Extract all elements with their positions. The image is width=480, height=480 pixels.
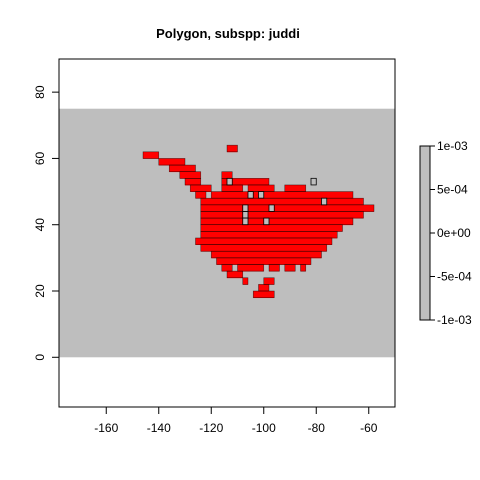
range-cell-run bbox=[263, 277, 275, 285]
range-cell-run bbox=[200, 231, 338, 239]
range-cell-run bbox=[216, 257, 311, 265]
range-cell-outline bbox=[142, 151, 160, 159]
range-cell-run bbox=[195, 191, 206, 199]
colorbar: 1e-03 5e-04 0e+00 -5e-04 -1e-03 bbox=[419, 139, 472, 327]
x-tick-label: -140 bbox=[147, 421, 171, 435]
range-hole bbox=[263, 217, 270, 226]
range-cell-run bbox=[221, 171, 233, 179]
y-tick-label: 20 bbox=[33, 284, 47, 298]
range-cell-run bbox=[284, 264, 296, 272]
range-cell-run bbox=[227, 145, 238, 153]
range-hole bbox=[226, 177, 233, 186]
range-cell-run bbox=[190, 184, 212, 192]
range-cell-run bbox=[200, 204, 374, 212]
range-cell-run bbox=[200, 218, 353, 226]
range-cell-run bbox=[242, 277, 248, 285]
range-cell-run bbox=[211, 251, 322, 259]
x-tick-label: -160 bbox=[94, 421, 118, 435]
range-cell-run bbox=[200, 211, 364, 219]
range-hole bbox=[321, 197, 328, 206]
colorbar-tick-label: 0e+00 bbox=[437, 226, 471, 240]
range-cell-run bbox=[221, 264, 233, 272]
y-tick-label: 60 bbox=[33, 151, 47, 165]
range-cell-run bbox=[185, 178, 201, 186]
range-hole bbox=[247, 191, 254, 199]
range-cell-run bbox=[248, 184, 275, 192]
range-hole bbox=[242, 217, 249, 226]
range-cell-run bbox=[221, 184, 243, 192]
range-cell-run bbox=[169, 165, 196, 173]
range-hole bbox=[268, 204, 275, 212]
range-cell-run bbox=[269, 264, 280, 272]
range-cell-run bbox=[200, 244, 327, 252]
range-cell-outline bbox=[242, 277, 249, 285]
range-hole bbox=[310, 177, 317, 186]
range-cell-run bbox=[258, 284, 269, 292]
range-cell-run bbox=[195, 237, 332, 245]
colorbar-tick-label: -1e-03 bbox=[437, 313, 472, 327]
range-cell-run bbox=[143, 151, 159, 159]
range-cell-run bbox=[221, 178, 269, 186]
x-tick-label: -60 bbox=[360, 421, 378, 435]
range-cell-run bbox=[211, 191, 353, 199]
range-cell-outline bbox=[252, 290, 275, 298]
y-tick-label: 40 bbox=[33, 218, 47, 232]
range-hole bbox=[242, 204, 249, 212]
plot-area bbox=[58, 58, 396, 408]
y-axis: 0 20 40 60 80 bbox=[33, 85, 60, 361]
range-cell-outline bbox=[226, 270, 244, 279]
chart-title: Polygon, subspp: juddi bbox=[156, 26, 300, 41]
range-cell-outline bbox=[300, 264, 307, 272]
colorbar-swatch bbox=[419, 145, 431, 321]
range-cell-run bbox=[237, 264, 264, 272]
range-cell-run bbox=[300, 264, 306, 272]
colorbar-tick-label: 5e-04 bbox=[437, 183, 468, 197]
y-tick-label: 80 bbox=[33, 85, 47, 99]
range-cell-outline bbox=[237, 264, 265, 272]
range-cell-run bbox=[253, 291, 275, 299]
range-cell-outline bbox=[268, 264, 280, 272]
range-polygon bbox=[142, 144, 375, 299]
colorbar-tick-label: -5e-04 bbox=[437, 270, 472, 284]
x-axis: -160 -140 -120 -100 -80 -60 bbox=[94, 406, 378, 435]
x-tick-label: -120 bbox=[199, 421, 223, 435]
range-cell-run bbox=[200, 224, 343, 232]
y-tick-label: 0 bbox=[33, 354, 47, 361]
range-cell-run bbox=[179, 171, 201, 179]
range-cell-run bbox=[158, 158, 185, 166]
range-cell-run bbox=[200, 198, 364, 206]
range-cell-run bbox=[284, 184, 306, 192]
x-tick-label: -80 bbox=[308, 421, 326, 435]
range-cell-outline bbox=[226, 144, 238, 153]
range-cell-run bbox=[227, 271, 243, 279]
range-cell-outline bbox=[284, 264, 296, 272]
range-cell-outline bbox=[221, 178, 270, 186]
range-hole bbox=[242, 211, 249, 219]
range-hole bbox=[258, 191, 265, 199]
x-tick-label: -100 bbox=[252, 421, 276, 435]
colorbar-tick-label: 1e-03 bbox=[437, 139, 468, 153]
